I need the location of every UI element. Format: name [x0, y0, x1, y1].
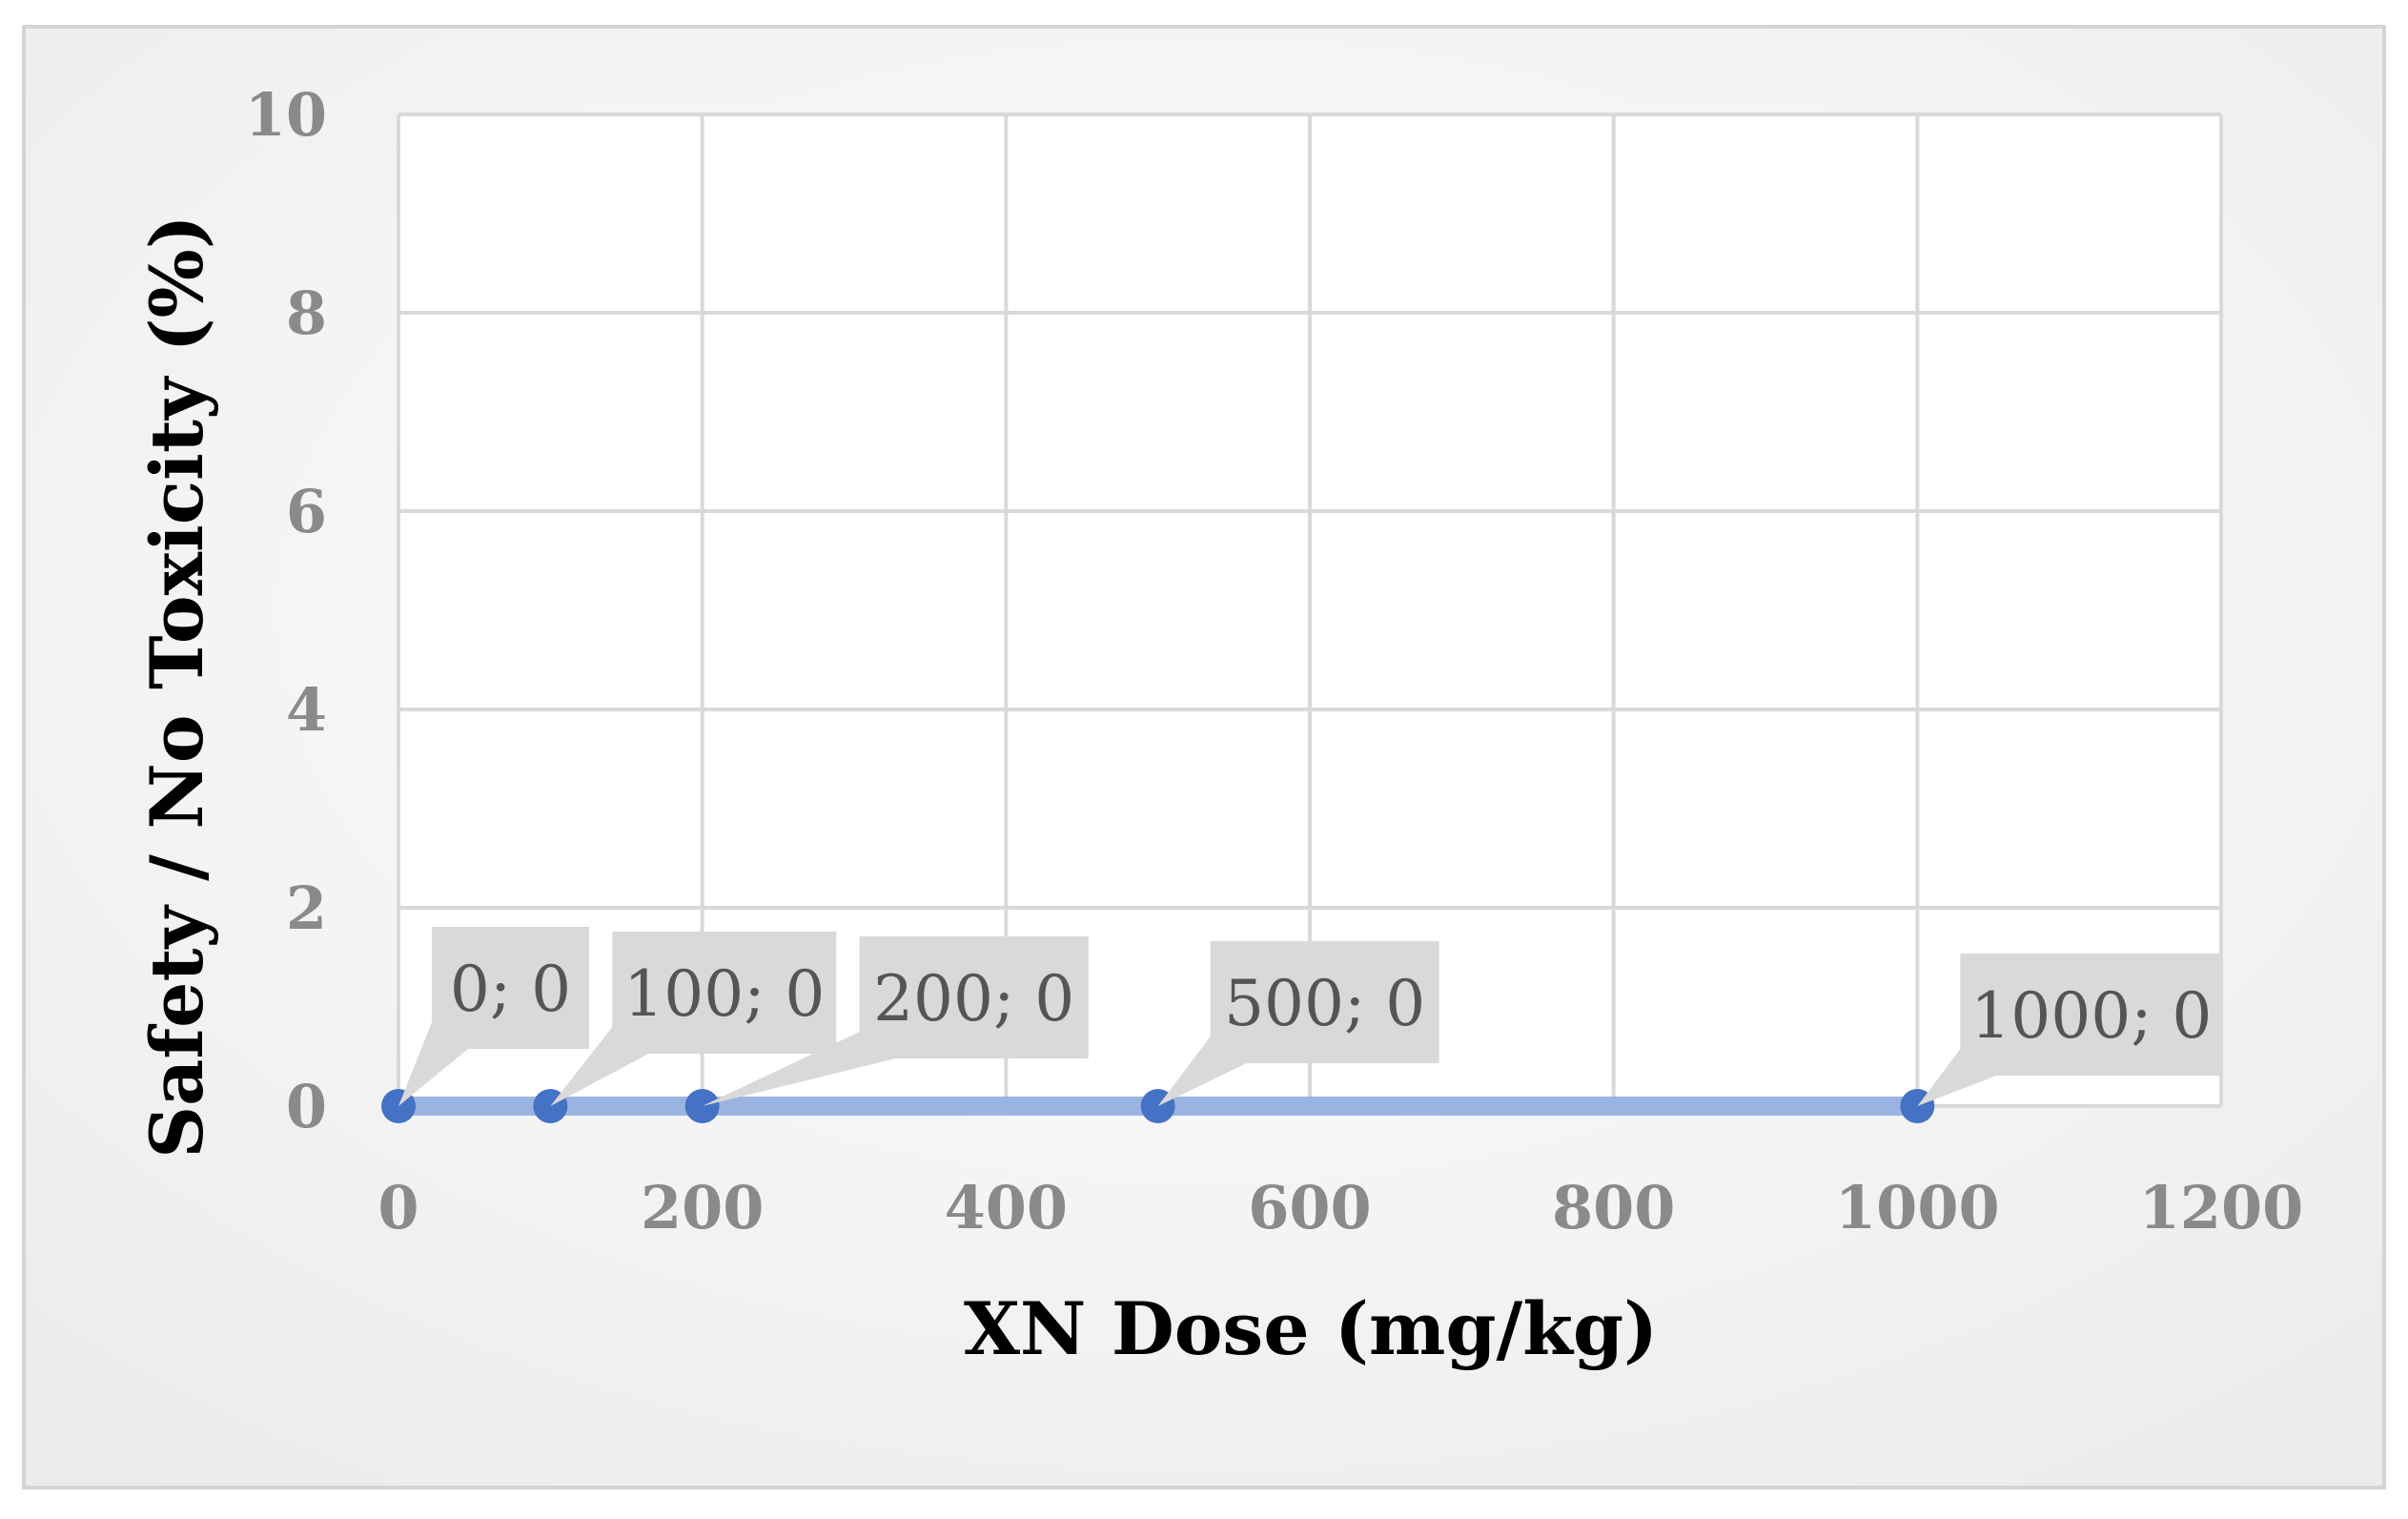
data-label-box: [859, 936, 1089, 1058]
tick-labels: 0 200 400 600 800 1000 1200 0 2 4 6 8 10: [245, 80, 2304, 1242]
x-tick-label: 400: [945, 1173, 1068, 1242]
x-tick-label: 0: [378, 1173, 418, 1242]
y-tick-label: 8: [286, 278, 327, 348]
y-tick-label: 6: [286, 477, 327, 546]
data-label: 1000; 0: [1970, 979, 2212, 1053]
data-label: 200; 0: [873, 962, 1074, 1036]
x-tick-label: 1200: [2139, 1173, 2304, 1242]
x-tick-label: 200: [641, 1173, 764, 1242]
data-label-box: [612, 932, 837, 1054]
data-label: 100; 0: [623, 957, 825, 1031]
y-tick-label: 0: [286, 1072, 327, 1141]
data-label-box: [1960, 954, 2223, 1076]
data-label-box: [1210, 941, 1439, 1063]
x-tick-label: 600: [1248, 1173, 1371, 1242]
y-tick-label: 2: [286, 873, 327, 943]
data-label-box: [432, 927, 589, 1049]
data-label-leader: [702, 1032, 896, 1106]
y-tick-label: 4: [286, 675, 327, 745]
data-label: 0; 0: [450, 953, 571, 1026]
x-tick-label: 800: [1552, 1173, 1675, 1242]
data-labels: 0; 0 100; 0 200; 0 500; 0 1000; 0: [398, 927, 2223, 1106]
y-axis-title: Safety / No Toxicity (%): [134, 215, 219, 1158]
data-label: 500; 0: [1224, 967, 1425, 1040]
x-tick-label: 1000: [1835, 1173, 2000, 1242]
y-tick-label: 10: [245, 80, 327, 150]
x-axis-title: XN Dose (mg/kg): [964, 1286, 1658, 1371]
